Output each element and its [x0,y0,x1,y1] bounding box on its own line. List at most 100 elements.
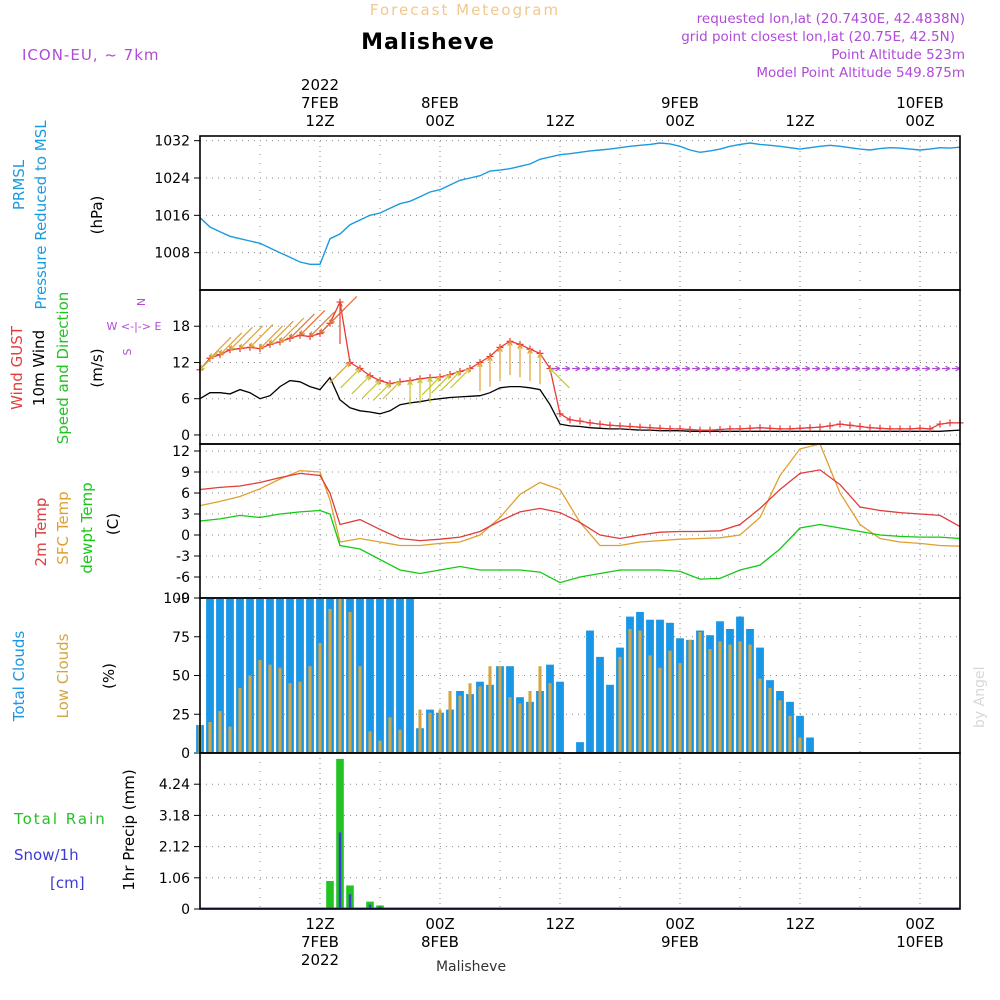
low-cloud-bar [338,598,342,753]
y-tick-label: 25 [172,707,190,723]
wind-direction-arrow [229,326,253,351]
wind-arrow-head [895,365,901,372]
wind-direction-arrow [421,376,441,396]
gust-marker [596,420,604,428]
gust-marker [576,417,584,425]
y-tick-label: 1016 [154,208,190,224]
wind-arrow-head [365,375,371,381]
footer-location: Malisheve [436,959,506,975]
wind-arrow-head [229,344,235,351]
low-cloud-bar [348,611,352,753]
gust-marker [696,426,704,434]
bottom-tick-label: 12Z [305,915,334,933]
wind-arrow-head [395,381,401,387]
wind-direction-arrow [289,313,315,339]
y-tick-label: 75 [172,630,190,646]
top-tick-label: 12Z [305,112,334,130]
total-cloud-bar [556,681,564,753]
snow-bar [348,894,352,909]
gust-marker [626,422,634,430]
wind-arrow-head [825,365,831,372]
gust-marker [656,424,664,432]
wind-arrow-head [289,333,295,339]
gust-marker [636,423,644,431]
top-tick-label: 12Z [545,112,574,130]
gust-marker [886,425,894,433]
wind-arrow-head [309,331,315,338]
compass-s: S [121,348,134,355]
y-tick-label: -6 [176,570,190,586]
wind-arrow-head [765,365,771,372]
bottom-tick-label: 9FEB [661,933,699,951]
wind-arrow-head [585,365,591,372]
wind-panel: 0 6 12 18 Wind GUST 10m Wind Speed and Directi… [8,289,964,445]
wind-arrow-head [885,365,891,372]
low-cloud-bar [428,712,432,753]
wind-direction-arrow [382,381,401,400]
wind-direction-arrow [340,368,361,389]
low-cloud-bar [228,726,232,753]
compass-n: N [134,298,147,306]
wind-arrow-head [745,365,751,372]
wind-arrow-head [565,365,571,372]
gust-marker [686,426,694,434]
low-cloud-bar [498,666,502,753]
wind-arrow-head [735,365,741,372]
total-cloud-bar [296,598,304,753]
bottom-tick-label: 8FEB [421,933,459,951]
total-cloud-bar [576,742,584,753]
wind-arrow-head [375,380,381,386]
wind-arrow-head [935,365,941,372]
top-tick-label: 9FEB [661,94,699,112]
y-tick-label: -9 [176,591,190,607]
wind-arrow-head [725,365,731,372]
gust-marker [676,425,684,433]
gust-marker [856,422,864,430]
credit-watermark: by Angel [972,667,988,728]
y-tick-label: 9 [181,465,190,481]
low-cloud-bar [368,731,372,753]
wind-speed-line [199,376,961,432]
wind-arrow-head [875,365,881,372]
snow-bar [338,832,342,909]
wind-arrow-head [805,365,811,372]
wind-arrow-head [407,380,413,386]
wind-arrow-head [517,344,523,350]
y-tick-label: 12 [172,355,190,371]
cloud-label-total: Total Clouds [10,631,28,723]
y-tick-label: 0 [181,428,190,444]
low-cloud-bar [398,729,402,753]
total-cloud-bar [206,598,214,753]
total-cloud-bar [286,598,294,753]
wind-arrow-head [705,365,711,372]
y-tick-label: 4.24 [159,777,190,793]
wind-arrow-head [507,341,513,347]
total-cloud-bar [366,598,374,753]
wind-arrow-head [527,348,533,354]
wind-direction-arrow [329,295,358,324]
wind-arrow-head [477,362,483,368]
low-cloud-bar [258,660,262,753]
top-tick-label: 00Z [425,112,454,130]
gust-marker [776,425,784,433]
wind-arrow-head [715,365,721,372]
gust-marker [916,424,924,432]
location-title: Malisheve [361,30,495,55]
bottom-tick-label: 12Z [785,915,814,933]
wind-direction-arrow [351,375,371,395]
total-cloud-bar [406,598,414,753]
grid-point-coords: grid point closest lon,lat (20.75E, 42.5… [681,29,955,45]
wind-arrow-head [675,365,681,372]
wind-arrow-head [445,373,451,380]
wind-arrow-head [945,365,951,372]
gust-marker [796,424,804,432]
top-tick-label: 12Z [785,112,814,130]
forecast-title: Forecast Meteogram [370,1,560,19]
precip-panel: 0 1.06 2.12 3.18 4.24 Total Rain Snow/1h [cm] 1h… [13,752,961,918]
wind-arrow-head [537,353,543,359]
precip-label-cm: [cm] [50,874,85,892]
wind-direction-arrow [239,325,264,350]
wind-arrow-head [615,365,621,372]
